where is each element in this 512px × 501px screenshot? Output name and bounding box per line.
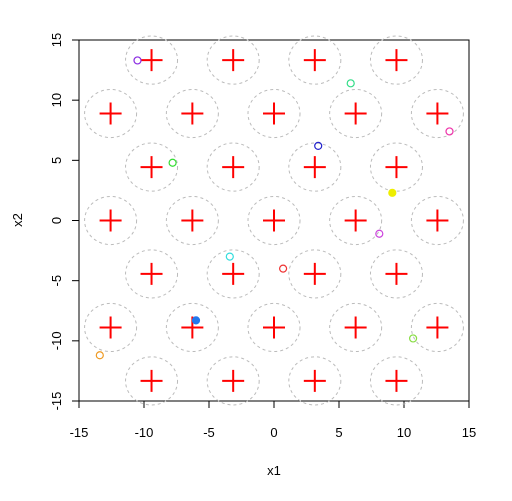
center-plus bbox=[181, 209, 204, 232]
center-circle bbox=[206, 249, 260, 299]
point bbox=[191, 316, 201, 325]
center-plus bbox=[344, 209, 367, 232]
center-plus bbox=[222, 369, 245, 392]
center-circle bbox=[288, 35, 342, 85]
center-circle bbox=[329, 195, 383, 246]
center-plus bbox=[303, 156, 326, 179]
center-plus bbox=[222, 156, 245, 179]
x-tick-label: 0 bbox=[270, 425, 277, 440]
center-circle bbox=[247, 88, 301, 139]
y-tick-label: 15 bbox=[49, 33, 64, 47]
point bbox=[314, 141, 323, 150]
center-circle bbox=[125, 249, 179, 299]
center-plus bbox=[222, 49, 245, 72]
x-tick-label: 15 bbox=[462, 425, 476, 440]
center-plus bbox=[426, 102, 449, 125]
y-axis-label: x2 bbox=[10, 213, 25, 227]
center-circle bbox=[369, 356, 423, 406]
center-plus bbox=[303, 369, 326, 392]
center-circle bbox=[288, 142, 342, 192]
center-circle bbox=[369, 35, 423, 85]
point bbox=[95, 351, 104, 360]
center-circle bbox=[329, 302, 383, 353]
y-tick-label: -10 bbox=[49, 331, 64, 350]
center-circle bbox=[410, 302, 464, 353]
center-plus bbox=[140, 156, 163, 179]
y-tick-label: 10 bbox=[49, 93, 64, 107]
center-plus bbox=[99, 102, 122, 125]
point bbox=[346, 79, 355, 88]
center-plus bbox=[385, 369, 408, 392]
center-circle bbox=[206, 356, 260, 406]
center-circle bbox=[247, 195, 301, 246]
center-plus bbox=[140, 49, 163, 72]
center-plus bbox=[303, 49, 326, 72]
x-tick-label: -5 bbox=[203, 425, 215, 440]
x-tick-label: 5 bbox=[335, 425, 342, 440]
center-circle bbox=[165, 88, 219, 139]
y-tick-label: 5 bbox=[49, 157, 64, 164]
center-plus bbox=[303, 262, 326, 285]
point bbox=[445, 127, 454, 136]
center-plus bbox=[344, 102, 367, 125]
y-tick-label: -15 bbox=[49, 392, 64, 411]
center-circle bbox=[165, 302, 219, 353]
center-circle bbox=[125, 142, 179, 192]
center-circle bbox=[410, 88, 464, 139]
y-tick-label: -5 bbox=[49, 275, 64, 287]
x-tick-label: 10 bbox=[397, 425, 411, 440]
point bbox=[279, 264, 288, 273]
point bbox=[168, 158, 177, 167]
center-circle bbox=[288, 249, 342, 299]
center-circle bbox=[125, 35, 179, 85]
x-tick-label: -15 bbox=[70, 425, 89, 440]
center-circle bbox=[206, 142, 260, 192]
center-plus bbox=[385, 49, 408, 72]
center-circle bbox=[247, 302, 301, 353]
center-circle bbox=[84, 195, 138, 246]
center-plus bbox=[426, 209, 449, 232]
center-plus bbox=[99, 316, 122, 339]
center-plus bbox=[263, 316, 285, 339]
center-circle bbox=[288, 356, 342, 406]
center-plus bbox=[385, 262, 408, 285]
center-circle bbox=[165, 195, 219, 246]
center-plus bbox=[263, 102, 285, 125]
center-circle bbox=[84, 302, 138, 353]
center-plus bbox=[426, 316, 449, 339]
center-plus bbox=[140, 262, 163, 285]
point bbox=[388, 188, 397, 197]
center-plus bbox=[263, 209, 285, 232]
x-tick-label: -10 bbox=[135, 425, 154, 440]
center-circle bbox=[206, 35, 260, 85]
center-plus bbox=[385, 156, 408, 179]
center-circle bbox=[369, 249, 423, 299]
point bbox=[375, 229, 384, 238]
center-plus bbox=[222, 262, 245, 285]
point bbox=[225, 252, 234, 261]
x-axis-label: x1 bbox=[267, 463, 281, 478]
center-circle bbox=[369, 142, 423, 192]
center-circle bbox=[84, 88, 138, 139]
center-plus bbox=[99, 209, 122, 232]
center-plus bbox=[181, 102, 204, 125]
y-tick-label: 0 bbox=[49, 217, 64, 224]
point bbox=[133, 56, 142, 65]
center-plus bbox=[344, 316, 367, 339]
center-plus bbox=[140, 369, 163, 392]
center-circle bbox=[329, 88, 383, 139]
center-circle bbox=[410, 195, 464, 246]
point bbox=[409, 334, 418, 343]
center-circle bbox=[125, 356, 179, 406]
